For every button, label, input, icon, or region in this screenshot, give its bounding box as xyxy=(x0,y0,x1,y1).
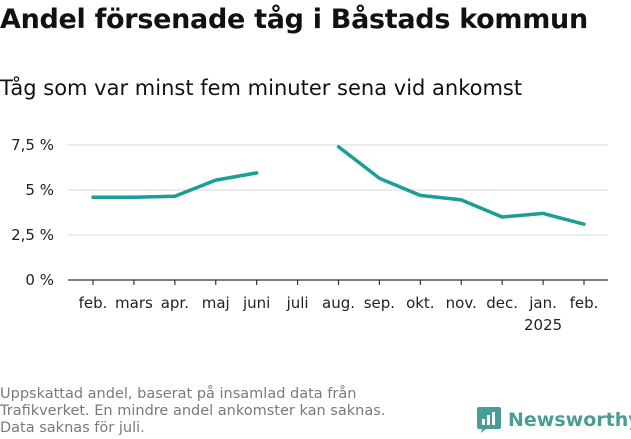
x-tick-label: okt. xyxy=(406,294,435,312)
x-tick-label: jan. xyxy=(528,294,557,312)
y-tick-label: 5 % xyxy=(25,181,54,199)
y-tick-label: 7,5 % xyxy=(11,136,54,154)
newsworthy-logo-icon xyxy=(477,407,501,433)
x-tick-label: mars xyxy=(115,294,153,312)
x-axis xyxy=(68,279,608,285)
y-tick-label: 2,5 % xyxy=(11,226,54,244)
footnote-line: Trafikverket. En mindre andel ankomster … xyxy=(0,403,386,419)
footnote-line: Uppskattad andel, baserat på insamlad da… xyxy=(0,386,357,402)
series-line xyxy=(336,145,586,226)
x-year-label: 2025 xyxy=(524,316,562,334)
footnote: Uppskattad andel, baserat på insamlad da… xyxy=(0,386,440,437)
footnote-line: Data saknas för juli. xyxy=(0,420,145,436)
series-line xyxy=(91,171,259,199)
x-tick-label: sep. xyxy=(364,294,395,312)
x-tick-label: juli xyxy=(286,294,309,312)
chart-title: Andel försenade tåg i Båstads kommun xyxy=(0,4,588,35)
x-tick-label: aug. xyxy=(322,294,355,312)
grid-lines xyxy=(68,144,608,236)
x-tick-label: feb. xyxy=(79,294,108,312)
x-tick-label: feb. xyxy=(570,294,599,312)
x-tick-label: juni xyxy=(242,294,270,312)
y-tick-label: 0 % xyxy=(25,271,54,289)
brand-logo: Newsworthy xyxy=(476,406,631,434)
chart-subtitle: Tåg som var minst fem minuter sena vid a… xyxy=(0,76,523,100)
line-chart: 0 % 2,5 % 5 % 7,5 % feb. mars apr. maj juni juli… xyxy=(11,136,608,334)
series-lines xyxy=(91,145,586,226)
x-tick-label: nov. xyxy=(446,294,477,312)
y-tick-labels: 0 % 2,5 % 5 % 7,5 % xyxy=(11,136,54,289)
x-tick-label: dec. xyxy=(486,294,518,312)
x-tick-label: apr. xyxy=(161,294,189,312)
x-tick-labels: feb. mars apr. maj juni juli aug. sep. okt. nov. d… xyxy=(79,294,599,334)
brand-name: Newsworthy xyxy=(508,409,631,431)
x-tick-label: maj xyxy=(202,294,230,312)
